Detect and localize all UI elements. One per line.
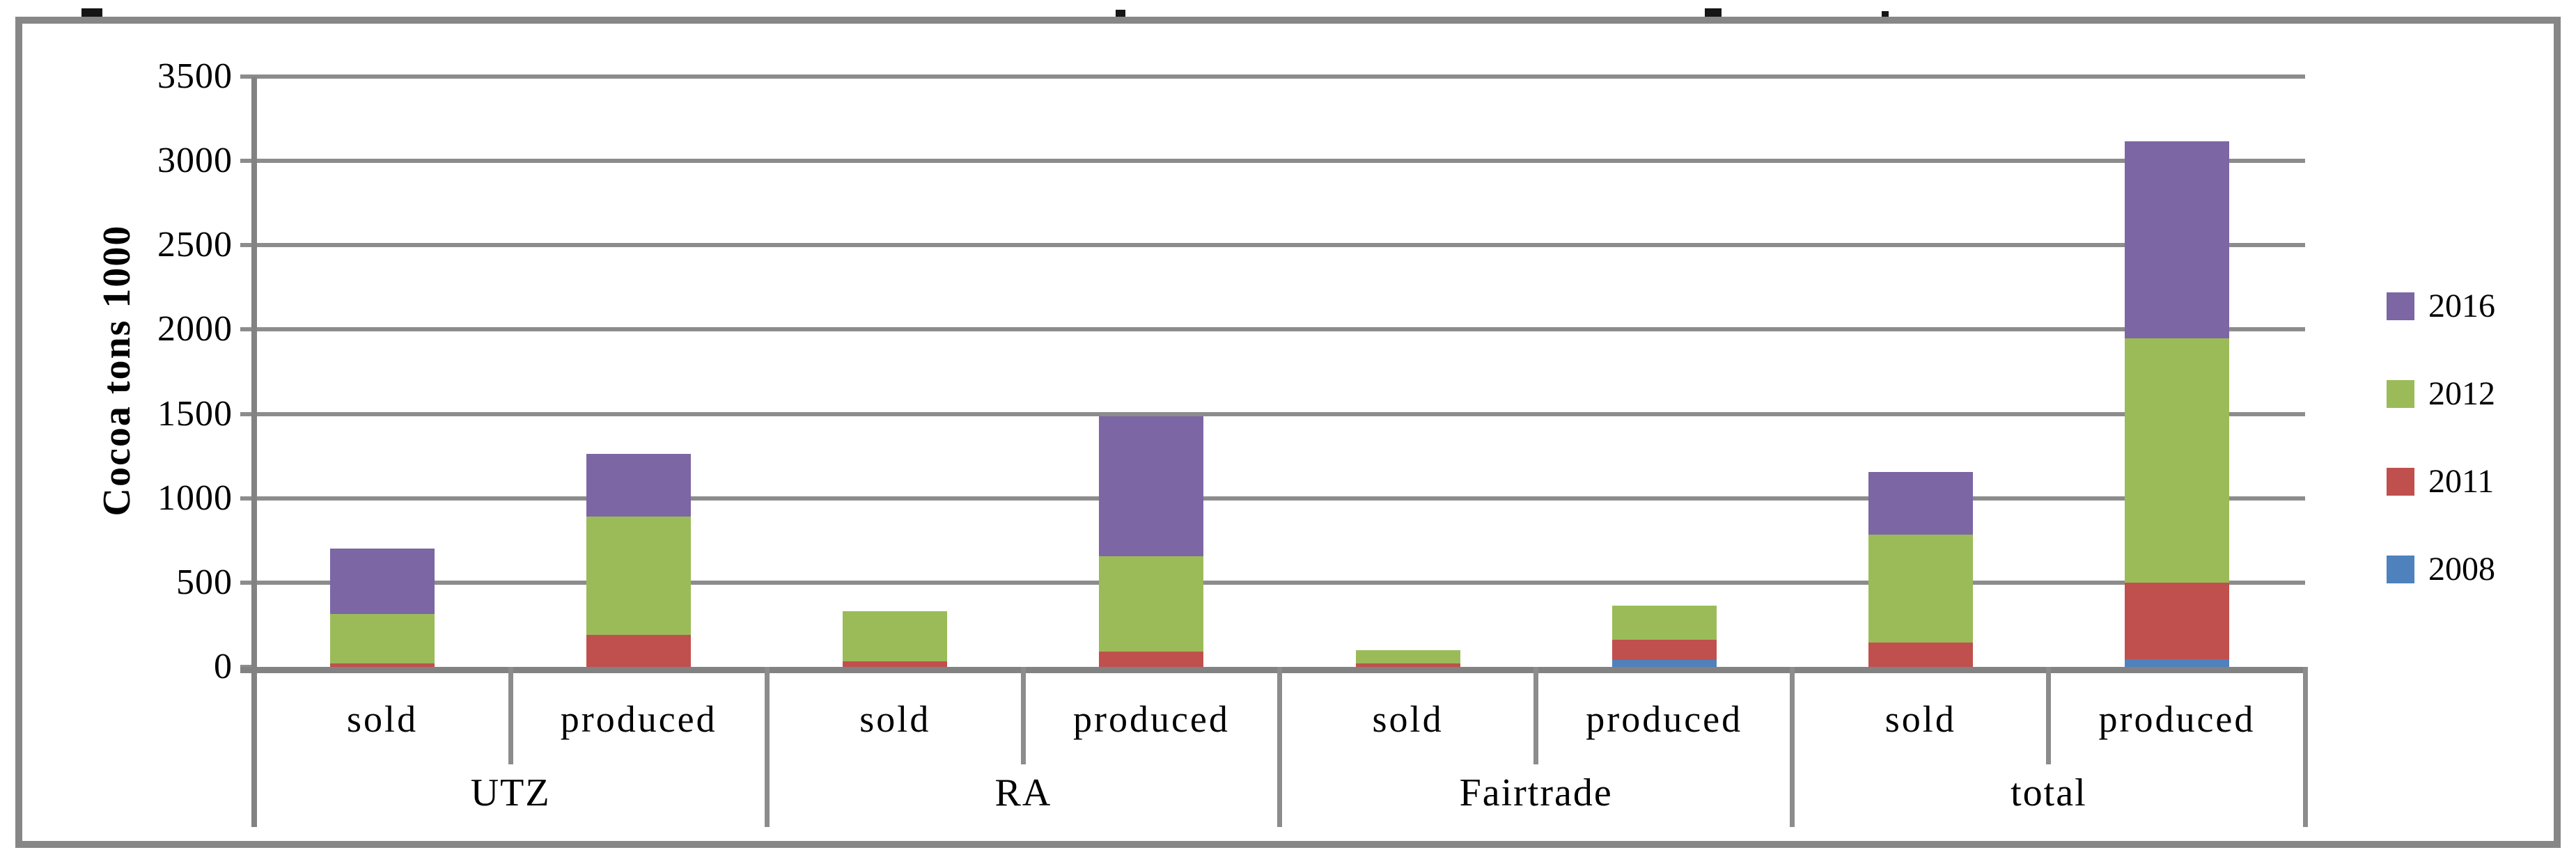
- x-label-total-produced: produced: [2098, 698, 2256, 740]
- y-axis-tick-1000: [240, 496, 254, 501]
- y-tick-label-1000: 1000: [157, 478, 233, 518]
- y-tick-label-2500: 2500: [157, 225, 233, 265]
- y-tick-label-3500: 3500: [157, 56, 233, 96]
- x-label-RA-sold: sold: [859, 698, 931, 740]
- gridline-y-500: [254, 580, 2305, 585]
- group-separator: [1277, 667, 1282, 827]
- subcategory-separator: [1533, 667, 1539, 764]
- subcategory-separator: [508, 667, 513, 764]
- gridline-y-1500: [254, 411, 2305, 416]
- bar-segment-2011-Fairtrade-produced: [1611, 640, 1717, 661]
- x-label-Fairtrade-sold: sold: [1372, 698, 1444, 740]
- y-tick-label-500: 500: [176, 562, 233, 602]
- y-axis-tick-2000: [240, 327, 254, 332]
- y-axis-tick-500: [240, 580, 254, 585]
- cropped-text-artifact: [1882, 11, 1889, 19]
- x-label-Fairtrade-produced: produced: [1586, 698, 1743, 740]
- legend-item-2012: 2012: [2387, 377, 2495, 411]
- chart-outer-border: [15, 17, 2561, 848]
- bar-segment-2016-total-produced: [2124, 141, 2229, 338]
- legend-label-2012: 2012: [2428, 375, 2495, 412]
- bar-segment-2012-Fairtrade-sold: [1355, 650, 1460, 664]
- subcategory-separator: [2046, 667, 2052, 764]
- bar-segment-2011-Fairtrade-sold: [1355, 663, 1460, 667]
- y-axis-tick-3500: [240, 74, 254, 79]
- x-label-UTZ-produced: produced: [560, 698, 717, 740]
- x-group-label-UTZ: UTZ: [470, 771, 551, 814]
- legend-swatch-2016: [2387, 292, 2414, 320]
- bar-segment-2011-RA-sold: [843, 661, 948, 667]
- bar-segment-2016-UTZ-produced: [586, 453, 692, 517]
- x-group-label-RA: RA: [994, 771, 1052, 814]
- y-axis-tick-2500: [240, 243, 254, 248]
- group-separator: [2302, 667, 2308, 827]
- x-label-UTZ-sold: sold: [347, 698, 419, 740]
- x-group-label-total: total: [2011, 771, 2087, 814]
- x-group-label-Fairtrade: Fairtrade: [1459, 771, 1613, 814]
- legend-item-2008: 2008: [2387, 553, 2495, 586]
- legend-label-2016: 2016: [2428, 288, 2495, 324]
- bar-segment-2011-total-produced: [2124, 582, 2229, 660]
- x-label-RA-produced: produced: [1072, 698, 1230, 740]
- bar-segment-2012-RA-sold: [843, 611, 948, 661]
- bar-segment-2011-total-sold: [1868, 642, 1973, 667]
- bar-segment-2016-UTZ-sold: [330, 549, 435, 614]
- legend-item-2011: 2011: [2387, 465, 2494, 498]
- bar-segment-2016-total-sold: [1868, 472, 1973, 535]
- y-tick-label-3000: 3000: [157, 141, 233, 181]
- subcategory-separator: [1020, 667, 1026, 764]
- y-axis-tick-1500: [240, 411, 254, 416]
- bar-segment-2012-UTZ-sold: [330, 613, 435, 664]
- gridline-y-2000: [254, 327, 2305, 332]
- legend-label-2011: 2011: [2428, 463, 2495, 500]
- bar-segment-2012-UTZ-produced: [586, 517, 692, 635]
- bar-segment-2012-total-produced: [2124, 338, 2229, 583]
- x-label-total-sold: sold: [1884, 698, 1956, 740]
- bar-segment-2012-Fairtrade-produced: [1611, 605, 1717, 640]
- bar-segment-2011-UTZ-produced: [586, 634, 692, 667]
- gridline-y-1000: [254, 496, 2305, 501]
- legend-swatch-2011: [2387, 468, 2414, 496]
- y-axis-line: [251, 77, 257, 827]
- gridline-y-2500: [254, 243, 2305, 248]
- bar-segment-2011-UTZ-sold: [330, 663, 435, 667]
- y-tick-label-2000: 2000: [157, 309, 233, 349]
- y-axis-title: Cocoa tons 1000: [95, 224, 139, 517]
- y-axis-tick-3000: [240, 159, 254, 164]
- legend-item-2016: 2016: [2387, 290, 2495, 323]
- bar-segment-2016-RA-produced: [1099, 416, 1204, 557]
- group-separator: [764, 667, 770, 827]
- gridline-y-3500: [254, 74, 2305, 79]
- legend-label-2008: 2008: [2428, 551, 2495, 588]
- y-tick-label-0: 0: [214, 647, 233, 686]
- group-separator: [1790, 667, 1795, 827]
- y-tick-label-1500: 1500: [157, 393, 233, 434]
- bar-segment-2012-total-sold: [1868, 534, 1973, 643]
- bar-segment-2008-Fairtrade-produced: [1611, 660, 1717, 667]
- x-axis-line: [240, 667, 2305, 673]
- legend-swatch-2008: [2387, 556, 2414, 583]
- bar-segment-2008-total-produced: [2124, 659, 2229, 667]
- bar-segment-2011-RA-produced: [1099, 652, 1204, 667]
- bar-segment-2012-RA-produced: [1099, 556, 1204, 652]
- gridline-y-3000: [254, 159, 2305, 164]
- legend-swatch-2012: [2387, 380, 2414, 408]
